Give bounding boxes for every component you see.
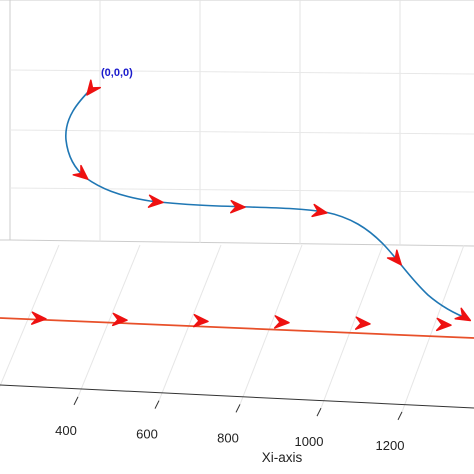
arrowhead-icon bbox=[386, 249, 402, 266]
x-tick-mark bbox=[316, 407, 322, 417]
floor-grid-line bbox=[401, 244, 465, 413]
direction-markers bbox=[30, 79, 472, 332]
origin-annotation: (0,0,0) bbox=[101, 67, 133, 79]
floor-grid-line bbox=[239, 244, 303, 405]
series-layer bbox=[0, 87, 474, 339]
floor-grid-line bbox=[320, 244, 384, 409]
line-direction-marker bbox=[192, 313, 209, 328]
x-tick-label: 800 bbox=[217, 430, 239, 445]
x-tick-mark bbox=[73, 396, 79, 406]
trajectory-curve bbox=[65, 87, 470, 320]
curve-direction-marker bbox=[386, 249, 402, 266]
arrowhead-icon bbox=[147, 194, 164, 208]
x-tick-label: 1000 bbox=[295, 434, 324, 449]
line-direction-marker bbox=[30, 311, 47, 325]
curve-direction-marker bbox=[230, 199, 246, 214]
line-direction-marker bbox=[111, 312, 128, 327]
floor-grid bbox=[0, 244, 465, 413]
floor-front-edge bbox=[0, 384, 474, 409]
arrowhead-icon bbox=[311, 203, 328, 218]
x-tick-mark bbox=[397, 411, 403, 421]
arrowhead-icon bbox=[435, 317, 452, 332]
x-axis-label: Xi-axis bbox=[262, 450, 303, 465]
x-axis-tick-labels: 20040060080010001200 bbox=[55, 423, 405, 453]
background-grid bbox=[0, 0, 474, 247]
arrowhead-icon bbox=[192, 313, 209, 328]
x-axis-ticks bbox=[73, 396, 403, 421]
curve-direction-marker bbox=[147, 194, 164, 208]
line-direction-marker bbox=[354, 316, 371, 330]
x-tick-mark bbox=[235, 404, 241, 413]
x-tick-label: 600 bbox=[136, 427, 158, 442]
curve-direction-marker bbox=[72, 164, 89, 180]
x-tick-label: 400 bbox=[55, 423, 77, 438]
curve-direction-marker bbox=[86, 79, 102, 96]
arrowhead-icon bbox=[72, 164, 89, 180]
line-direction-marker bbox=[273, 315, 290, 329]
arrowhead-icon bbox=[30, 311, 47, 325]
arrowhead-icon bbox=[354, 316, 371, 330]
arrowhead-icon bbox=[111, 312, 128, 327]
x-tick-label: 1200 bbox=[376, 438, 405, 453]
line-direction-marker bbox=[435, 317, 452, 332]
floor-grid-line bbox=[158, 244, 222, 401]
x-tick-mark bbox=[154, 400, 160, 409]
arrowhead-icon bbox=[273, 315, 290, 329]
floor-grid-line bbox=[77, 244, 141, 398]
arrowhead-icon bbox=[86, 79, 102, 96]
arrowhead-icon bbox=[454, 307, 472, 322]
curve-direction-marker bbox=[311, 203, 328, 218]
reference-line bbox=[0, 317, 474, 339]
curve-direction-marker bbox=[454, 307, 472, 322]
arrowhead-icon bbox=[230, 199, 246, 214]
